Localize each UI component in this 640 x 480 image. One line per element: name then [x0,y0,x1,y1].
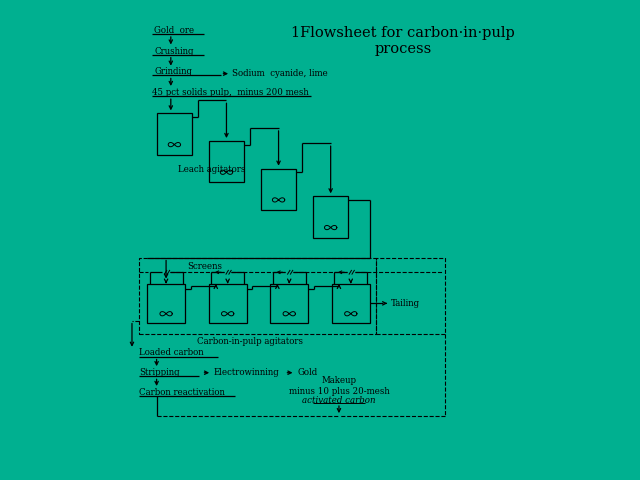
Text: Screens: Screens [188,262,222,271]
Bar [313,196,348,238]
Bar [376,258,445,335]
Text: Makeup: Makeup [321,376,356,385]
Text: 45 pct solids pulp,  minus 200 mesh: 45 pct solids pulp, minus 200 mesh [152,88,308,97]
Text: 1Flowsheet for carbon·in·pulp
process: 1Flowsheet for carbon·in·pulp process [291,26,515,56]
Bar [139,258,376,335]
Text: Electrowinning: Electrowinning [214,368,279,377]
Text: Carbon-in-pulp agitators: Carbon-in-pulp agitators [197,337,303,346]
Bar [270,284,308,323]
Text: Tailing: Tailing [391,299,420,308]
Bar [157,113,192,155]
Bar [261,168,296,210]
Bar [209,284,246,323]
Text: activated carbon: activated carbon [302,396,376,405]
Bar [332,284,370,323]
Text: Grinding: Grinding [154,67,192,76]
Text: Carbon reactivation: Carbon reactivation [139,387,225,396]
Text: Crushing: Crushing [154,47,194,56]
Bar [147,284,185,323]
Text: Gold  ore: Gold ore [154,26,195,35]
Text: Stripping: Stripping [139,368,180,377]
Text: Sodium  cyanide, lime: Sodium cyanide, lime [232,69,328,78]
Text: Gold: Gold [297,368,317,377]
Text: Loaded carbon: Loaded carbon [139,348,204,358]
Text: Leach agitators: Leach agitators [178,166,245,174]
Text: minus 10 plus 20-mesh: minus 10 plus 20-mesh [289,387,389,396]
Bar [209,141,244,182]
